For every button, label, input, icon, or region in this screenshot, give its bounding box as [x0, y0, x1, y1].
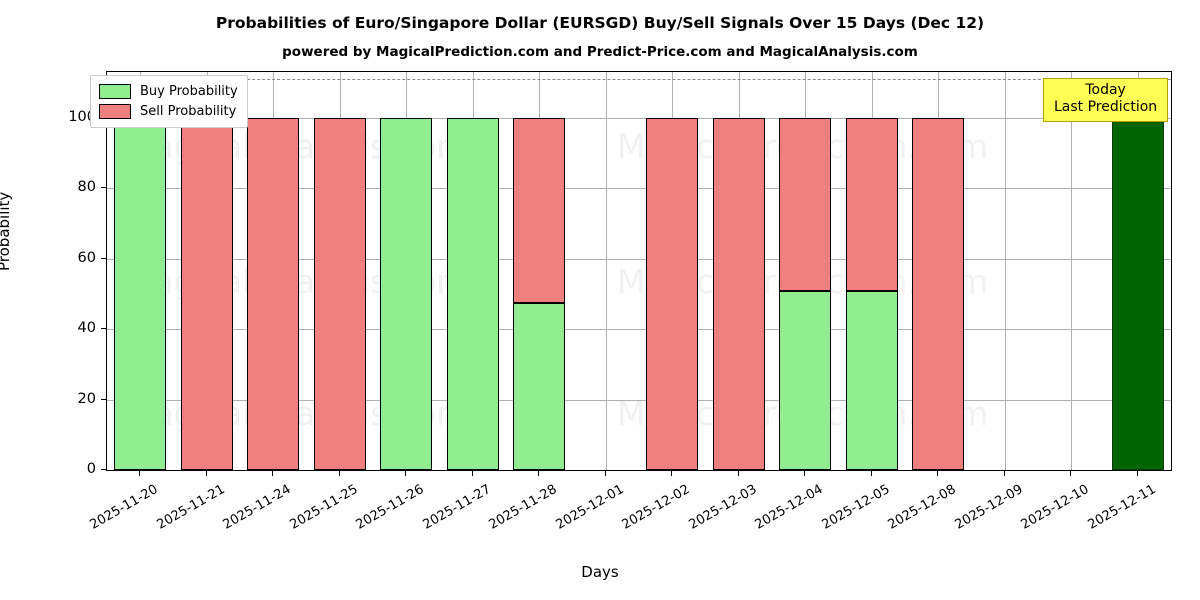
reference-line	[107, 79, 1171, 81]
bar-segment-buy[interactable]	[446, 117, 499, 470]
bar-group[interactable]	[646, 72, 699, 470]
bar-group[interactable]	[912, 72, 965, 470]
legend-swatch-buy	[99, 83, 131, 99]
chart-title: Probabilities of Euro/Singapore Dollar (…	[215, 14, 985, 32]
bar-group[interactable]	[845, 72, 898, 470]
x-tick-mark	[1070, 471, 1072, 476]
y-tick-label: 60	[77, 249, 96, 266]
bar-segment-sell[interactable]	[646, 117, 699, 470]
bar-segment-today[interactable]	[1111, 117, 1164, 470]
today-annotation: Today Last Prediction	[1043, 78, 1169, 122]
x-tick-mark	[538, 471, 540, 476]
gridline-vertical	[605, 72, 607, 470]
y-tick-mark	[101, 257, 106, 259]
x-tick-mark	[205, 471, 207, 476]
legend-swatch-sell	[99, 103, 131, 119]
bar-group[interactable]	[247, 72, 300, 470]
gridline-horizontal	[107, 399, 1171, 401]
today-annotation-line2: Last Prediction	[1054, 99, 1158, 115]
bar-segment-sell[interactable]	[712, 117, 765, 470]
chart-subtitle: powered by MagicalPrediction.com and Pre…	[282, 44, 918, 60]
x-tick-mark	[1003, 471, 1005, 476]
x-tick-mark	[937, 471, 939, 476]
bar-segment-sell[interactable]	[912, 117, 965, 470]
y-tick-label: 20	[77, 390, 96, 407]
bar-segment-sell[interactable]	[247, 117, 300, 470]
bar-group[interactable]	[114, 72, 167, 470]
x-tick-mark	[139, 471, 141, 476]
gridline-horizontal	[107, 329, 1171, 331]
x-tick-mark	[870, 471, 872, 476]
y-tick-mark	[101, 469, 106, 470]
y-axis-label: Probability	[0, 191, 13, 271]
bar-group[interactable]	[513, 72, 566, 470]
today-annotation-line1: Today	[1085, 82, 1126, 98]
y-tick-mark	[101, 398, 106, 400]
y-tick-mark	[101, 328, 106, 330]
bar-segment-sell[interactable]	[513, 117, 566, 303]
gridline-horizontal	[107, 188, 1171, 190]
y-tick-label: 80	[77, 179, 96, 196]
bar-segment-buy[interactable]	[114, 117, 167, 470]
y-tick-mark	[101, 187, 106, 189]
gridline-vertical	[1004, 72, 1006, 470]
bar-segment-buy[interactable]	[380, 117, 433, 470]
x-tick-mark	[1136, 471, 1138, 476]
bar-segment-buy[interactable]	[779, 291, 832, 470]
legend-label-sell: Sell Probability	[140, 103, 237, 119]
bar-group[interactable]	[712, 72, 765, 470]
bar-segment-buy[interactable]	[845, 291, 898, 470]
x-tick-mark	[405, 471, 407, 476]
y-tick-label: 100	[68, 108, 96, 125]
x-tick-mark	[272, 471, 274, 476]
bar-group[interactable]	[1111, 72, 1164, 470]
x-tick-mark	[671, 471, 673, 476]
bar-group[interactable]	[180, 72, 233, 470]
bar-group[interactable]	[446, 72, 499, 470]
x-tick-mark	[338, 471, 340, 476]
bar-group[interactable]	[779, 72, 832, 470]
bar-segment-sell[interactable]	[845, 117, 898, 292]
gridline-vertical	[1071, 72, 1073, 470]
bar-segment-sell[interactable]	[180, 117, 233, 470]
legend-item-buy[interactable]: Buy Probability	[99, 81, 238, 101]
bar-group[interactable]	[380, 72, 433, 470]
bar-group[interactable]	[313, 72, 366, 470]
x-axis-label: Days	[581, 563, 619, 581]
legend-label-buy: Buy Probability	[140, 83, 238, 99]
chart-legend: Buy Probability Sell Probability	[90, 75, 248, 128]
bar-segment-sell[interactable]	[313, 117, 366, 470]
y-tick-label: 0	[86, 461, 96, 477]
bar-segment-sell[interactable]	[779, 117, 832, 292]
plot-area: MagicalAnalysis.comMagicalPrediction.com…	[106, 71, 1172, 471]
x-tick-mark	[604, 471, 606, 476]
legend-item-sell[interactable]: Sell Probability	[99, 101, 238, 121]
y-tick-label: 40	[77, 320, 96, 337]
bar-segment-buy[interactable]	[513, 302, 566, 470]
x-tick-mark	[804, 471, 806, 476]
x-tick-mark	[471, 471, 473, 476]
gridline-horizontal	[107, 258, 1171, 260]
x-tick-mark	[737, 471, 739, 476]
gridline-horizontal	[107, 117, 1171, 119]
